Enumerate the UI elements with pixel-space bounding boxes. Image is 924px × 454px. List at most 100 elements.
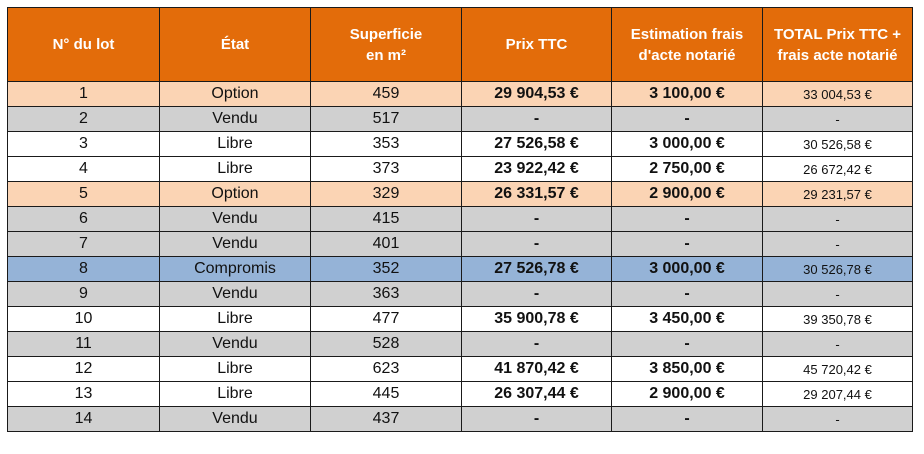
cell-frais-notaire: 3 450,00 €: [611, 306, 763, 332]
cell-prix-ttc: -: [461, 106, 612, 132]
cell-lot: 14: [7, 406, 160, 432]
header-row: N° du lot État Superficie en m² Prix TTC…: [7, 7, 913, 82]
table-row: 10 Libre 477 35 900,78 €3 450,00 €39 350,78…: [7, 306, 913, 332]
cell-etat: Vendu: [159, 231, 311, 257]
cell-superficie: 517: [310, 106, 462, 132]
cell-lot: 4: [7, 156, 160, 182]
table-row: 12 Libre 623 41 870,42 €3 850,00 €45 720,42…: [7, 356, 913, 382]
cell-total: 29 231,57 €: [762, 181, 913, 207]
cell-etat: Libre: [159, 356, 311, 382]
cell-lot: 11: [7, 331, 160, 357]
cell-total: -: [762, 231, 913, 257]
cell-etat: Libre: [159, 381, 311, 407]
cell-lot: 7: [7, 231, 160, 257]
cell-total: 26 672,42 €: [762, 156, 913, 182]
cell-total: 30 526,58 €: [762, 131, 913, 157]
cell-lot: 5: [7, 181, 160, 207]
cell-superficie: 353: [310, 131, 462, 157]
cell-frais-notaire: 2 750,00 €: [611, 156, 763, 182]
cell-prix-ttc: 27 526,78 €: [461, 256, 612, 282]
cell-total: 30 526,78 €: [762, 256, 913, 282]
cell-prix-ttc: -: [461, 206, 612, 232]
cell-superficie: 329: [310, 181, 462, 207]
cell-etat: Libre: [159, 131, 311, 157]
header-superficie: Superficie en m²: [310, 7, 462, 82]
cell-lot: 12: [7, 356, 160, 382]
cell-superficie: 401: [310, 231, 462, 257]
cell-superficie: 459: [310, 81, 462, 107]
table-row: 9 Vendu 363- - -: [7, 281, 913, 307]
table-row: 11 Vendu 528- - -: [7, 331, 913, 357]
cell-prix-ttc: 27 526,58 €: [461, 131, 612, 157]
table-row: 5 Option 329 26 331,57 €2 900,00 €29 231,57…: [7, 181, 913, 207]
cell-frais-notaire: 3 100,00 €: [611, 81, 763, 107]
cell-frais-notaire: -: [611, 281, 763, 307]
cell-lot: 2: [7, 106, 160, 132]
cell-total: -: [762, 406, 913, 432]
cell-frais-notaire: 3 000,00 €: [611, 256, 763, 282]
cell-total: 39 350,78 €: [762, 306, 913, 332]
cell-lot: 1: [7, 81, 160, 107]
cell-etat: Compromis: [159, 256, 311, 282]
cell-superficie: 528: [310, 331, 462, 357]
cell-total: -: [762, 206, 913, 232]
cell-frais-notaire: -: [611, 231, 763, 257]
header-lot: N° du lot: [7, 7, 160, 82]
cell-etat: Vendu: [159, 281, 311, 307]
table-row: 1 Option 459 29 904,53 €3 100,00 €33 004,53…: [7, 81, 913, 107]
cell-frais-notaire: -: [611, 331, 763, 357]
cell-total: 29 207,44 €: [762, 381, 913, 407]
cell-prix-ttc: -: [461, 281, 612, 307]
cell-total: -: [762, 331, 913, 357]
cell-frais-notaire: -: [611, 106, 763, 132]
cell-frais-notaire: 2 900,00 €: [611, 181, 763, 207]
cell-etat: Vendu: [159, 406, 311, 432]
cell-lot: 10: [7, 306, 160, 332]
cell-superficie: 437: [310, 406, 462, 432]
cell-lot: 13: [7, 381, 160, 407]
cell-frais-notaire: 3 000,00 €: [611, 131, 763, 157]
table-body: 1 Option 459 29 904,53 €3 100,00 €33 004,53…: [7, 81, 913, 432]
cell-total: 45 720,42 €: [762, 356, 913, 382]
table-row: 6 Vendu 415- - -: [7, 206, 913, 232]
cell-superficie: 373: [310, 156, 462, 182]
cell-prix-ttc: 35 900,78 €: [461, 306, 612, 332]
cell-etat: Option: [159, 81, 311, 107]
cell-etat: Vendu: [159, 331, 311, 357]
cell-lot: 3: [7, 131, 160, 157]
cell-etat: Vendu: [159, 206, 311, 232]
header-frais-notaire: Estimation frais d'acte notarié: [611, 7, 763, 82]
cell-prix-ttc: -: [461, 331, 612, 357]
table-row: 4 Libre 373 23 922,42 €2 750,00 €26 672,42 …: [7, 156, 913, 182]
cell-superficie: 477: [310, 306, 462, 332]
table-row: 2 Vendu 517- - -: [7, 106, 913, 132]
cell-lot: 8: [7, 256, 160, 282]
cell-superficie: 363: [310, 281, 462, 307]
table-row: 3 Libre 353 27 526,58 €3 000,00 €30 526,58 …: [7, 131, 913, 157]
cell-frais-notaire: -: [611, 406, 763, 432]
cell-superficie: 445: [310, 381, 462, 407]
table-row: 13 Libre 445 26 307,44 €2 900,00 €29 207,44…: [7, 381, 913, 407]
header-prix-ttc: Prix TTC: [461, 7, 612, 82]
header-etat: État: [159, 7, 311, 82]
cell-frais-notaire: 3 850,00 €: [611, 356, 763, 382]
cell-lot: 6: [7, 206, 160, 232]
header-total: TOTAL Prix TTC + frais acte notarié: [762, 7, 913, 82]
table-row: 7 Vendu 401- - -: [7, 231, 913, 257]
cell-etat: Option: [159, 181, 311, 207]
cell-superficie: 415: [310, 206, 462, 232]
cell-prix-ttc: 26 307,44 €: [461, 381, 612, 407]
cell-prix-ttc: 29 904,53 €: [461, 81, 612, 107]
cell-etat: Vendu: [159, 106, 311, 132]
cell-prix-ttc: 41 870,42 €: [461, 356, 612, 382]
table-row: 8 Compromis 352 27 526,78 €3 000,00 €30 526…: [7, 256, 913, 282]
cell-lot: 9: [7, 281, 160, 307]
lots-table: N° du lot État Superficie en m² Prix TTC…: [7, 7, 913, 432]
cell-total: 33 004,53 €: [762, 81, 913, 107]
cell-frais-notaire: 2 900,00 €: [611, 381, 763, 407]
cell-prix-ttc: 23 922,42 €: [461, 156, 612, 182]
cell-etat: Libre: [159, 156, 311, 182]
cell-prix-ttc: -: [461, 231, 612, 257]
cell-prix-ttc: 26 331,57 €: [461, 181, 612, 207]
table-row: 14 Vendu 437- - -: [7, 406, 913, 432]
